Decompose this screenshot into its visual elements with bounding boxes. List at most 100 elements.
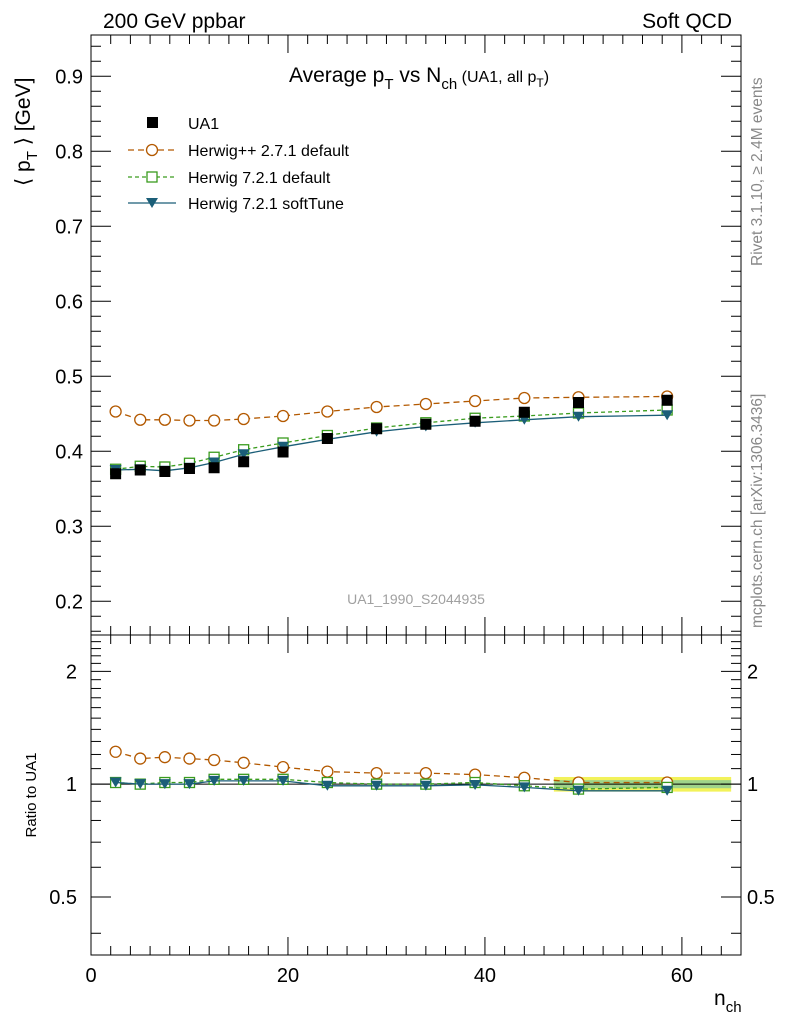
y-tick-label: 0.6 — [55, 291, 83, 313]
data-point — [518, 782, 531, 793]
data-point — [110, 468, 122, 480]
data-point — [109, 745, 122, 758]
ratio-y-tick-label: 2 — [66, 661, 77, 683]
data-point — [237, 756, 250, 769]
data-point — [276, 760, 290, 774]
ratio-y-tick-label: 1 — [66, 774, 77, 796]
data-point — [419, 397, 432, 411]
ratio-y-axis-label: Ratio to UA1 — [23, 752, 40, 837]
analysis-watermark: UA1_1990_S2044935 — [347, 591, 485, 607]
data-point — [469, 779, 482, 790]
y-tick-label: 0.3 — [55, 516, 83, 538]
data-point — [321, 765, 334, 778]
ratio-series — [109, 745, 674, 796]
y-tick-label: 0.8 — [55, 141, 83, 163]
data-point — [183, 779, 196, 790]
legend-label-herwig7-default: Herwig 7.2.1 default — [188, 170, 331, 187]
data-point — [159, 466, 171, 477]
data-point — [134, 752, 147, 765]
series-line-herwig-7-2-1-default — [115, 778, 668, 790]
main-ticks: 0.2 0.3 0.4 0.5 0.6 0.7 0.8 0.9 — [55, 35, 741, 635]
series-line-herwig-7-2-1-softtune — [115, 780, 668, 792]
side-label-mcplots: mcplots.cern.ch [arXiv:1306.3436] — [749, 394, 766, 628]
legend-entry-herwig7-default: Herwig 7.2.1 default — [128, 170, 331, 187]
data-point — [109, 777, 122, 788]
data-point — [661, 394, 673, 406]
data-point — [661, 410, 674, 421]
ratio-panel: 0.5 0.51 12 20 20 40 60 Ratio to UA1 — [23, 634, 775, 987]
data-point — [237, 449, 250, 460]
chart-title: Average pT vs Nch (UA1, all pT) — [289, 64, 549, 93]
data-point — [207, 414, 221, 427]
x-tick-label: 20 — [277, 965, 299, 987]
data-point — [183, 414, 196, 427]
ratio-y-tick-label-right: 0.5 — [747, 887, 775, 909]
data-point — [572, 785, 585, 796]
header-left: 200 GeV ppbar — [103, 10, 245, 33]
data-point — [237, 412, 250, 426]
data-point — [468, 394, 482, 408]
series-line-herwig-7-2-1-softtune — [115, 414, 668, 472]
legend-entry-ua1: UA1 — [147, 116, 219, 133]
data-point — [207, 753, 221, 767]
series-herwig-2-7-1-default — [109, 390, 674, 427]
legend-marker-herwigpp — [145, 143, 159, 157]
y-tick-label: 0.2 — [55, 591, 83, 613]
series-herwig-7-2-1-softtune — [109, 775, 674, 796]
data-point — [277, 775, 290, 786]
legend-marker-ua1 — [147, 117, 158, 128]
header-right: Soft QCD — [642, 10, 732, 33]
data-point — [277, 446, 289, 458]
ratio-ticks: 0.5 0.51 12 20 20 40 60 — [49, 635, 775, 987]
legend-entry-herwig7-softtune: Herwig 7.2.1 softTune — [128, 196, 344, 213]
legend-entry-herwigpp: Herwig++ 2.7.1 default — [128, 143, 350, 160]
x-tick-label: 0 — [85, 965, 96, 987]
ratio-y-tick-label: 0.5 — [49, 887, 77, 909]
data-point — [572, 411, 585, 422]
data-point — [321, 780, 334, 791]
data-point — [134, 413, 147, 426]
data-point — [237, 775, 250, 786]
data-point — [370, 780, 383, 791]
y-tick-label: 0.5 — [55, 366, 83, 388]
y-tick-label: 0.7 — [55, 216, 83, 238]
main-panel: 0.2 0.3 0.4 0.5 0.6 0.7 0.8 0.9 Average pT vs N… — [12, 34, 742, 636]
data-point — [321, 405, 334, 418]
side-label-rivet: Rivet 3.1.10, ≥ 2.4M events — [749, 77, 766, 266]
legend-marker-herwig7-default — [146, 171, 158, 183]
data-point — [370, 400, 383, 414]
legend-marker-herwig7-softtune — [146, 198, 158, 208]
y-tick-label: 0.4 — [55, 441, 83, 463]
data-point — [134, 779, 147, 790]
data-point — [276, 409, 290, 423]
legend-label-ua1: UA1 — [188, 116, 219, 133]
data-point — [573, 397, 584, 408]
series-line-herwig-7-2-1-default — [115, 409, 668, 470]
data-point — [158, 413, 172, 426]
series-ua1 — [110, 394, 673, 480]
ratio-frame — [90, 634, 742, 956]
data-point — [158, 751, 172, 764]
legend-label-herwigpp: Herwig++ 2.7.1 default — [188, 143, 350, 160]
legend-label-herwig7-softtune: Herwig 7.2.1 softTune — [188, 196, 344, 213]
data-point — [661, 785, 674, 796]
data-point — [183, 463, 195, 474]
data-point — [518, 406, 530, 418]
data-point — [370, 766, 383, 780]
data-point — [238, 456, 250, 468]
y-axis-label: ⟨ pT ⟩ [GeV] — [12, 78, 41, 186]
ratio-y-tick-label-right: 2 — [747, 661, 758, 683]
data-point — [321, 433, 333, 444]
x-axis-label: nch — [714, 987, 742, 1016]
main-series — [109, 390, 674, 480]
data-point — [469, 415, 481, 427]
y-tick-label: 0.9 — [55, 66, 83, 88]
data-point — [158, 779, 171, 790]
data-point — [419, 766, 432, 780]
x-tick-label: 60 — [671, 965, 693, 987]
data-point — [420, 418, 432, 430]
data-point — [134, 464, 146, 476]
data-point — [371, 423, 383, 435]
data-point — [183, 752, 196, 765]
